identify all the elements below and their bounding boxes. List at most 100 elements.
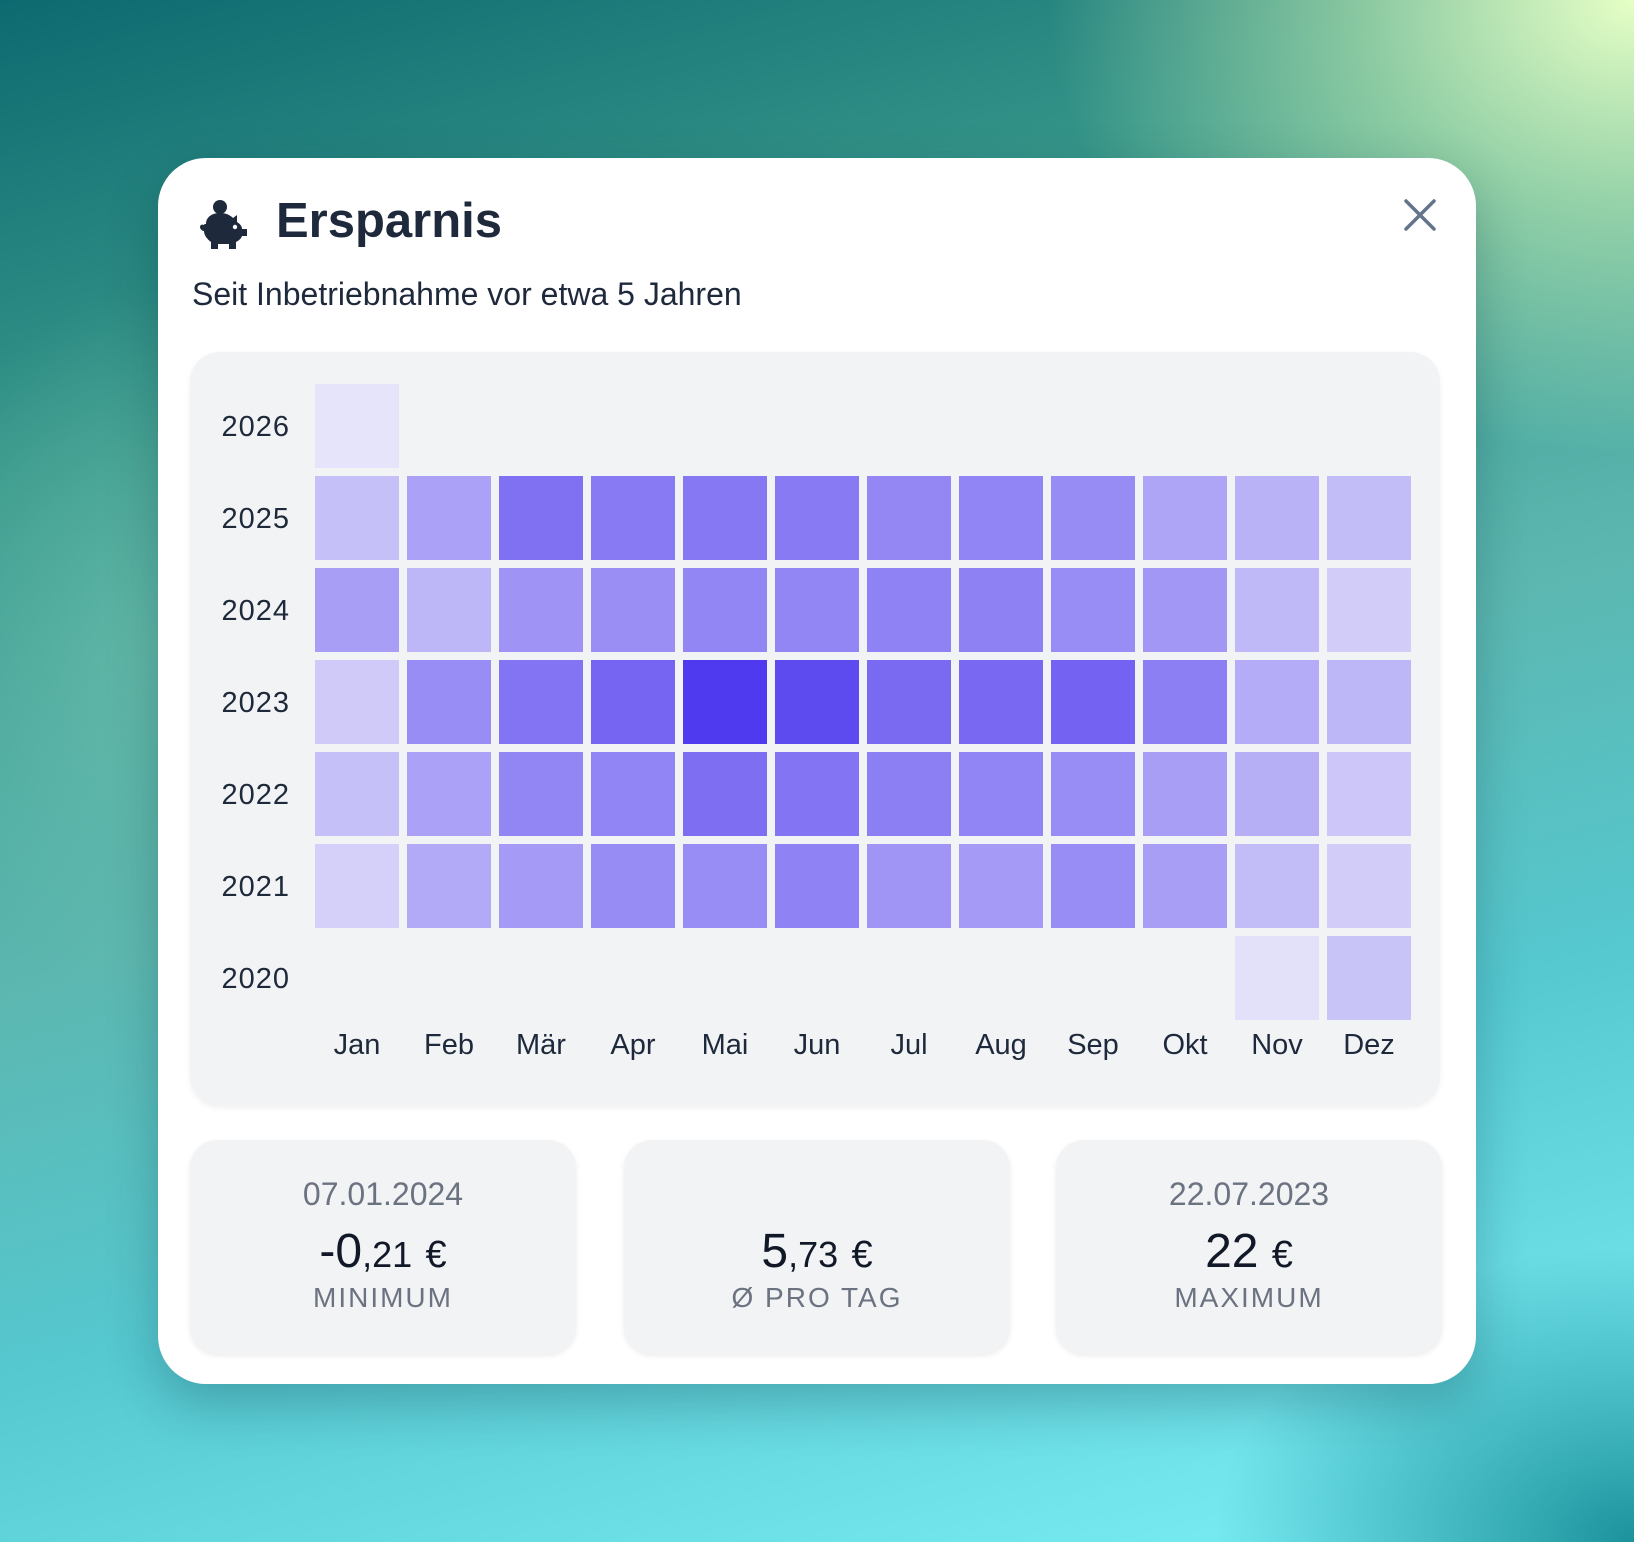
heatmap-cell-2024-Nov[interactable] <box>1235 568 1319 652</box>
y-label-2023: 2023 <box>221 687 290 719</box>
heatmap-cell-2023-Apr[interactable] <box>591 660 675 744</box>
heatmap-cell-2021-Okt[interactable] <box>1143 844 1227 928</box>
x-label-Jan: Jan <box>334 1029 381 1061</box>
heatmap-cell-2023-Dez[interactable] <box>1327 660 1411 744</box>
heatmap-cell-2025-Jun[interactable] <box>775 476 859 560</box>
stat-average: 5,73 € Ø PRO TAG <box>624 1140 1010 1354</box>
x-label-Feb: Feb <box>424 1029 474 1061</box>
stat-maximum-int: 22 <box>1205 1225 1259 1278</box>
x-label-Apr: Apr <box>610 1029 655 1061</box>
heatmap-cell-2025-Okt[interactable] <box>1143 476 1227 560</box>
heatmap-cell-2023-Nov[interactable] <box>1235 660 1319 744</box>
heatmap-cell-2024-Okt[interactable] <box>1143 568 1227 652</box>
heatmap-cell-2020-Dez[interactable] <box>1327 936 1411 1020</box>
heatmap-cell-2022-Dez[interactable] <box>1327 752 1411 836</box>
heatmap-cell-2023-Feb[interactable] <box>407 660 491 744</box>
heatmap-cell-2021-Mai[interactable] <box>683 844 767 928</box>
stat-average-dec: ,73 <box>788 1234 839 1275</box>
heatmap-cell-2022-Jun[interactable] <box>775 752 859 836</box>
stat-average-currency: € <box>851 1234 873 1276</box>
heatmap-cell-2022-Aug[interactable] <box>959 752 1043 836</box>
stat-minimum-label: MINIMUM <box>313 1282 453 1313</box>
heatmap-cell-2025-Feb[interactable] <box>407 476 491 560</box>
heatmap-cell-2023-Mär[interactable] <box>499 660 583 744</box>
heatmap-cell-2024-Feb[interactable] <box>407 568 491 652</box>
heatmap-cell-2023-Jan[interactable] <box>315 660 399 744</box>
stat-maximum-label: MAXIMUM <box>1174 1282 1324 1313</box>
x-label-Mär: Mär <box>516 1029 566 1061</box>
y-label-2026: 2026 <box>221 411 290 443</box>
heatmap-cell-2025-Apr[interactable] <box>591 476 675 560</box>
heatmap-cell-2024-Jun[interactable] <box>775 568 859 652</box>
heatmap-cell-2021-Dez[interactable] <box>1327 844 1411 928</box>
heatmap-cell-2020-Nov[interactable] <box>1235 936 1319 1020</box>
heatmap-cell-2021-Sep[interactable] <box>1051 844 1135 928</box>
dialog-subtitle: Seit Inbetriebnahme vor etwa 5 Jahren <box>192 276 742 312</box>
heatmap-cell-2022-Nov[interactable] <box>1235 752 1319 836</box>
stat-average-label: Ø PRO TAG <box>731 1282 903 1313</box>
heatmap-cell-2023-Okt[interactable] <box>1143 660 1227 744</box>
heatmap-cell-2024-Mai[interactable] <box>683 568 767 652</box>
y-label-2025: 2025 <box>221 503 290 535</box>
heatmap-cell-2021-Feb[interactable] <box>407 844 491 928</box>
x-label-Aug: Aug <box>975 1029 1027 1061</box>
heatmap-cell-2021-Aug[interactable] <box>959 844 1043 928</box>
heatmap-cell-2022-Mai[interactable] <box>683 752 767 836</box>
x-label-Okt: Okt <box>1162 1029 1207 1061</box>
savings-heatmap: 2026 2025 2024 2023 2022 2021 2020 Jan Feb Mär Apr… <box>190 352 1440 1106</box>
heatmap-cell-2023-Aug[interactable] <box>959 660 1043 744</box>
x-label-Dez: Dez <box>1343 1029 1395 1061</box>
stat-minimum-value: -0,21 € <box>190 1224 576 1279</box>
heatmap-cell-2021-Jun[interactable] <box>775 844 859 928</box>
stat-minimum-date: 07.01.2024 <box>302 1176 464 1212</box>
heatmap-cell-2025-Mär[interactable] <box>499 476 583 560</box>
y-label-2020: 2020 <box>221 963 290 995</box>
heatmap-cell-2023-Jul[interactable] <box>867 660 951 744</box>
heatmap-cell-2025-Sep[interactable] <box>1051 476 1135 560</box>
heatmap-cell-2021-Apr[interactable] <box>591 844 675 928</box>
heatmap-cell-2021-Jan[interactable] <box>315 844 399 928</box>
heatmap-cell-2022-Sep[interactable] <box>1051 752 1135 836</box>
close-button[interactable] <box>1398 193 1442 237</box>
heatmap-cell-2024-Aug[interactable] <box>959 568 1043 652</box>
x-label-Jun: Jun <box>794 1029 841 1061</box>
piggy-bank-icon <box>200 200 247 249</box>
heatmap-cell-2022-Jan[interactable] <box>315 752 399 836</box>
heatmap-cell-2025-Aug[interactable] <box>959 476 1043 560</box>
heatmap-cell-2026-Jan[interactable] <box>315 384 399 468</box>
heatmap-cell-2022-Apr[interactable] <box>591 752 675 836</box>
heatmap-cell-2022-Feb[interactable] <box>407 752 491 836</box>
heatmap-cell-2022-Okt[interactable] <box>1143 752 1227 836</box>
x-label-Jul: Jul <box>890 1029 927 1061</box>
heatmap-cell-2021-Nov[interactable] <box>1235 844 1319 928</box>
y-label-2021: 2021 <box>221 871 290 903</box>
stat-minimum-int: -0 <box>319 1225 363 1278</box>
heatmap-cell-2023-Mai[interactable] <box>683 660 767 744</box>
heatmap-cell-2024-Sep[interactable] <box>1051 568 1135 652</box>
stat-minimum-currency: € <box>425 1234 447 1276</box>
heatmap-cell-2024-Dez[interactable] <box>1327 568 1411 652</box>
heatmap-cell-2022-Mär[interactable] <box>499 752 583 836</box>
heatmap-cell-2022-Jul[interactable] <box>867 752 951 836</box>
heatmap-cell-2025-Jul[interactable] <box>867 476 951 560</box>
y-label-2024: 2024 <box>221 595 290 627</box>
dialog-title: Ersparnis <box>276 194 503 248</box>
heatmap-cell-2024-Apr[interactable] <box>591 568 675 652</box>
x-label-Nov: Nov <box>1251 1029 1303 1061</box>
heatmap-cell-2025-Nov[interactable] <box>1235 476 1319 560</box>
heatmap-cell-2024-Jan[interactable] <box>315 568 399 652</box>
heatmap-cell-2021-Jul[interactable] <box>867 844 951 928</box>
stat-maximum-value: 22 € <box>1056 1224 1442 1279</box>
heatmap-cell-2024-Jul[interactable] <box>867 568 951 652</box>
heatmap-cell-2021-Mär[interactable] <box>499 844 583 928</box>
heatmap-chart: 2026 2025 2024 2023 2022 2021 2020 Jan Feb Mär Apr… <box>221 384 1411 1061</box>
heatmap-cell-2025-Mai[interactable] <box>683 476 767 560</box>
stat-maximum-currency: € <box>1271 1234 1293 1276</box>
heatmap-cell-2024-Mär[interactable] <box>499 568 583 652</box>
heatmap-cell-2025-Dez[interactable] <box>1327 476 1411 560</box>
x-label-Sep: Sep <box>1067 1029 1119 1061</box>
savings-dialog: Ersparnis Seit Inbetriebnahme vor etwa 5… <box>158 158 1476 1384</box>
heatmap-cell-2023-Sep[interactable] <box>1051 660 1135 744</box>
heatmap-cell-2023-Jun[interactable] <box>775 660 859 744</box>
heatmap-cell-2025-Jan[interactable] <box>315 476 399 560</box>
